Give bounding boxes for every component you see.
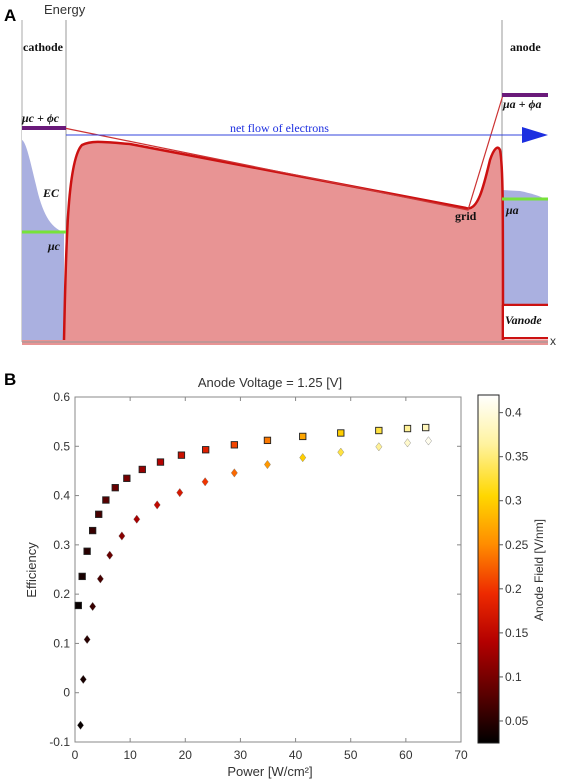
panel-a: A Energy x net flow of [4, 2, 556, 348]
x-tick-label: 50 [344, 748, 358, 762]
data-point-diamond [201, 477, 209, 487]
x-tick-label: 20 [179, 748, 193, 762]
data-point-diamond [375, 442, 383, 452]
data-point-diamond [133, 514, 141, 524]
data-point-diamond [79, 674, 87, 684]
x-tick-label: 30 [234, 748, 248, 762]
data-point-diamond [106, 550, 114, 560]
data-point-square [403, 424, 412, 433]
cathode-work-function-label: μc + ϕc [21, 111, 60, 125]
y-tick-label: 0.2 [53, 587, 70, 601]
data-point-square [88, 526, 97, 535]
data-point-square [123, 474, 131, 482]
data-point-square [230, 441, 239, 449]
y-tick-label: 0.3 [53, 538, 70, 552]
colorbar-tick-label: 0.05 [505, 714, 529, 728]
data-point-square [111, 484, 119, 492]
colorbar-tick-label: 0.3 [505, 494, 522, 508]
conduction-band-label: EC [42, 186, 60, 200]
anode-label: anode [510, 40, 541, 54]
colorbar [477, 394, 500, 744]
data-point-square [156, 458, 165, 466]
y-tick-label: 0.1 [53, 636, 70, 650]
x-tick-label: 10 [123, 748, 137, 762]
panel-b-letter: B [4, 370, 16, 389]
plot-frame [74, 396, 462, 743]
colorbar-tick-label: 0.2 [505, 582, 522, 596]
data-point-square [83, 547, 91, 555]
y-tick-label: 0.6 [53, 390, 70, 404]
colorbar-tick-label: 0.15 [505, 626, 529, 640]
y-tick-label: 0 [63, 686, 70, 700]
data-point-square [177, 451, 186, 459]
data-point-square [78, 572, 86, 581]
data-point-diamond [77, 720, 84, 730]
x-tick-label: 0 [72, 748, 79, 762]
chart-title: Anode Voltage = 1.25 [V] [198, 375, 342, 390]
data-point-square [138, 465, 146, 474]
colorbar-tick-label: 0.1 [505, 670, 522, 684]
data-point-square [337, 429, 345, 437]
net-flow-arrowhead [522, 127, 548, 143]
colorbar-tick-label: 0.25 [505, 538, 529, 552]
vacuum-level-line [63, 94, 504, 211]
data-point-square [375, 426, 383, 435]
y-tick-label: 0.4 [53, 489, 70, 503]
data-point-square [202, 446, 210, 454]
x-axis-title: Power [W/cm²] [227, 764, 312, 779]
grid-label: grid [455, 209, 477, 223]
anode-fermi-label: μa [505, 203, 519, 217]
data-point-square [74, 601, 82, 610]
data-point-diamond [153, 500, 161, 510]
data-point-diamond [89, 601, 97, 611]
anode-work-function-label: μa + ϕa [502, 97, 541, 111]
x-axis-label: x [550, 334, 556, 348]
data-point-diamond [118, 531, 126, 541]
barrier-region [64, 141, 503, 340]
data-point-diamond [337, 447, 345, 457]
energy-axis-label: Energy [44, 2, 86, 17]
data-point-diamond [299, 453, 307, 463]
colorbar-tick-label: 0.4 [505, 406, 522, 420]
data-point-square [299, 432, 307, 441]
plot-axes: 0 10 20 30 40 50 60 70-0.100.10.20.30.40.50.6 [49, 390, 468, 762]
data-point-diamond [176, 488, 184, 498]
y-tick-label: -0.1 [49, 735, 70, 749]
data-point-diamond [83, 634, 91, 645]
data-point-square [102, 496, 110, 504]
cathode-label: cathode [23, 40, 64, 54]
x-tick-label: 70 [454, 748, 468, 762]
colorbar-ticks: 0.05 0.1 0.15 0.2 0.25 0.3 0.35 0.4 [499, 406, 529, 728]
x-tick-label: 40 [289, 748, 303, 762]
data-point-diamond [425, 436, 432, 446]
data-point-square [422, 423, 430, 432]
colorbar-label: Anode Field [V/nm] [532, 519, 546, 621]
data-point-square [263, 436, 272, 445]
anode-electron-distribution [502, 190, 548, 305]
anode-vanode-box [504, 306, 548, 337]
data-point-diamond [404, 438, 411, 448]
net-flow-label: net flow of electrons [230, 121, 329, 135]
panel-b: B Anode Voltage = 1.25 [V] 0 10 20 30 40 50 60… [4, 370, 546, 779]
cathode-electron-distribution [22, 140, 64, 340]
colorbar-tick-label: 0.35 [505, 450, 529, 464]
y-tick-label: 0.5 [53, 439, 70, 453]
anode-voltage-label: Vanode [505, 313, 542, 327]
data-point-diamond [264, 459, 271, 470]
cathode-fermi-label: μc [47, 239, 61, 253]
plot-points [74, 423, 432, 730]
barrier-curve [62, 140, 505, 341]
x-tick-label: 60 [399, 748, 413, 762]
data-point-square [95, 510, 103, 518]
data-point-diamond [230, 468, 238, 478]
data-point-diamond [96, 574, 104, 584]
panel-a-letter: A [4, 6, 16, 25]
y-axis-title: Efficiency [24, 542, 39, 598]
